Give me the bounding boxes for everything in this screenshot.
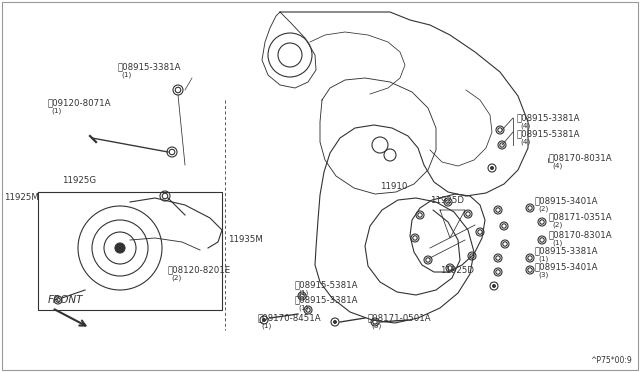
Text: 11935M: 11935M	[228, 235, 263, 244]
Text: Ⓑ08170-8031A: Ⓑ08170-8031A	[549, 153, 612, 162]
Text: 11925G: 11925G	[62, 176, 96, 185]
Circle shape	[262, 318, 266, 321]
Text: Ⓑ09120-8071A: Ⓑ09120-8071A	[48, 98, 111, 107]
Text: (1): (1)	[51, 108, 61, 114]
Text: Ⓑ08120-8201E: Ⓑ08120-8201E	[168, 265, 231, 274]
Text: 11925D: 11925D	[440, 266, 474, 275]
Text: Ⓦ08915-5381A: Ⓦ08915-5381A	[295, 280, 358, 289]
Text: (4): (4)	[520, 138, 531, 145]
Text: Ⓦ08915-3401A: Ⓦ08915-3401A	[535, 262, 598, 271]
Text: Ⓦ08915-3401A: Ⓦ08915-3401A	[535, 196, 598, 205]
Text: (4): (4)	[552, 163, 563, 169]
Text: FRONT: FRONT	[48, 295, 83, 305]
Text: Ⓦ08915-5381A: Ⓦ08915-5381A	[517, 129, 580, 138]
Text: ^P75*00:9: ^P75*00:9	[590, 356, 632, 365]
Text: (2): (2)	[538, 205, 548, 212]
Text: 11925M: 11925M	[4, 193, 39, 202]
Text: Ⓑ08170-8301A: Ⓑ08170-8301A	[549, 230, 612, 239]
Circle shape	[491, 167, 493, 169]
Text: (2): (2)	[552, 221, 563, 228]
Text: 11910: 11910	[380, 182, 408, 191]
Text: (1): (1)	[261, 323, 271, 329]
Text: Ⓑ08171-0501A: Ⓑ08171-0501A	[368, 313, 431, 322]
Circle shape	[493, 285, 495, 288]
Text: (2): (2)	[171, 275, 181, 281]
Text: (4): (4)	[520, 122, 531, 129]
Text: (1): (1)	[298, 305, 308, 311]
Text: (1): (1)	[552, 240, 563, 246]
Circle shape	[115, 243, 125, 253]
Text: (1): (1)	[538, 256, 548, 262]
Text: Ⓑ08171-0351A: Ⓑ08171-0351A	[549, 212, 612, 221]
Text: (3): (3)	[538, 272, 548, 278]
Text: Ⓦ08915-3381A: Ⓦ08915-3381A	[295, 295, 358, 304]
Circle shape	[333, 321, 337, 323]
Text: Ⓦ08915-3381A: Ⓦ08915-3381A	[517, 113, 580, 122]
Text: (1): (1)	[298, 289, 308, 296]
Text: (3): (3)	[371, 323, 381, 329]
Text: Ⓑ08170-8451A: Ⓑ08170-8451A	[258, 313, 322, 322]
Text: (1): (1)	[121, 71, 131, 78]
Text: 11925D: 11925D	[430, 196, 464, 205]
Text: Ⓦ08915-3381A: Ⓦ08915-3381A	[118, 62, 182, 71]
Text: Ⓦ08915-3381A: Ⓦ08915-3381A	[535, 246, 598, 255]
